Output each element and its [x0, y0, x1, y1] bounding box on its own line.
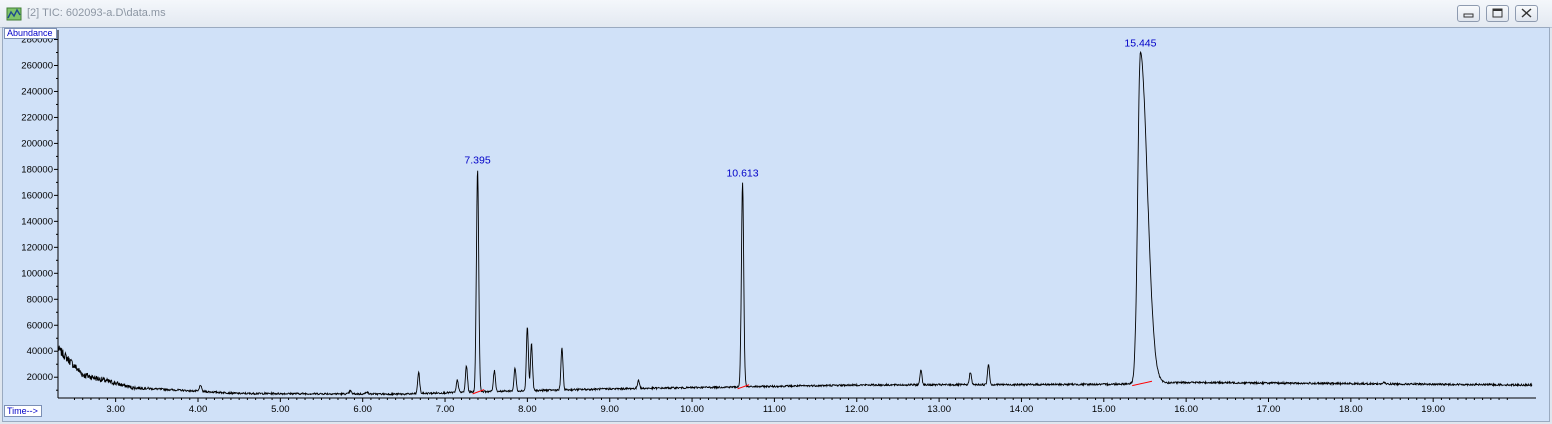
x-tick-label: 4.00: [189, 404, 208, 415]
x-tick-label: 5.00: [271, 404, 290, 415]
y-tick-label: 260000: [21, 60, 53, 71]
minimize-button[interactable]: [1457, 5, 1480, 22]
y-tick-label: 40000: [27, 346, 53, 357]
peak-label: 10.613: [726, 167, 758, 179]
x-tick-label: 11.00: [763, 404, 786, 415]
integration-baseline: [737, 384, 750, 390]
x-tick-label: 10.00: [680, 404, 704, 415]
y-tick-label: 140000: [21, 216, 53, 227]
y-tick-label: 60000: [27, 320, 53, 331]
x-tick-label: 19.00: [1421, 404, 1445, 415]
y-tick-label: 240000: [21, 86, 53, 97]
x-axis-label: Time-->: [4, 405, 42, 417]
y-tick-label: 200000: [21, 138, 53, 149]
close-button[interactable]: [1515, 5, 1538, 22]
tic-trace-line: [57, 50, 1533, 397]
peak-label: 7.395: [464, 154, 490, 166]
y-tick-label: 80000: [27, 294, 53, 305]
x-tick-label: 3.00: [106, 404, 125, 415]
y-tick-label: 120000: [21, 242, 53, 253]
y-axis-label: Abundance: [4, 28, 57, 39]
x-tick-label: 17.00: [1257, 404, 1281, 415]
x-tick-label: 12.00: [845, 404, 869, 415]
x-tick-label: 6.00: [353, 404, 372, 415]
x-tick-label: 8.00: [518, 404, 537, 415]
close-icon: [1521, 8, 1532, 18]
restore-button[interactable]: [1486, 5, 1509, 22]
x-tick-label: 14.00: [1010, 404, 1034, 415]
x-tick-label: 9.00: [600, 404, 619, 415]
integration-baseline: [1132, 380, 1153, 387]
y-tick-label: 220000: [21, 112, 53, 123]
y-tick-label: 20000: [27, 372, 53, 383]
x-tick-label: 15.00: [1092, 404, 1116, 415]
x-tick-label: 18.00: [1339, 404, 1363, 415]
restore-icon: [1492, 8, 1503, 18]
y-tick-label: 280000: [21, 34, 53, 45]
chromatogram-app-icon: [6, 7, 22, 21]
x-tick-label: 16.00: [1174, 404, 1198, 415]
x-tick-label: 7.00: [436, 404, 455, 415]
y-tick-label: 100000: [21, 268, 53, 279]
minimize-icon: [1463, 13, 1474, 18]
integration-baseline: [472, 389, 485, 395]
peak-label: 15.445: [1124, 37, 1156, 49]
y-tick-label: 180000: [21, 164, 53, 175]
window-title: [2] TIC: 602093-a.D\data.ms: [27, 7, 166, 19]
y-tick-label: 160000: [21, 190, 53, 201]
x-tick-label: 13.00: [927, 404, 951, 415]
plot-area: [2, 27, 1550, 422]
